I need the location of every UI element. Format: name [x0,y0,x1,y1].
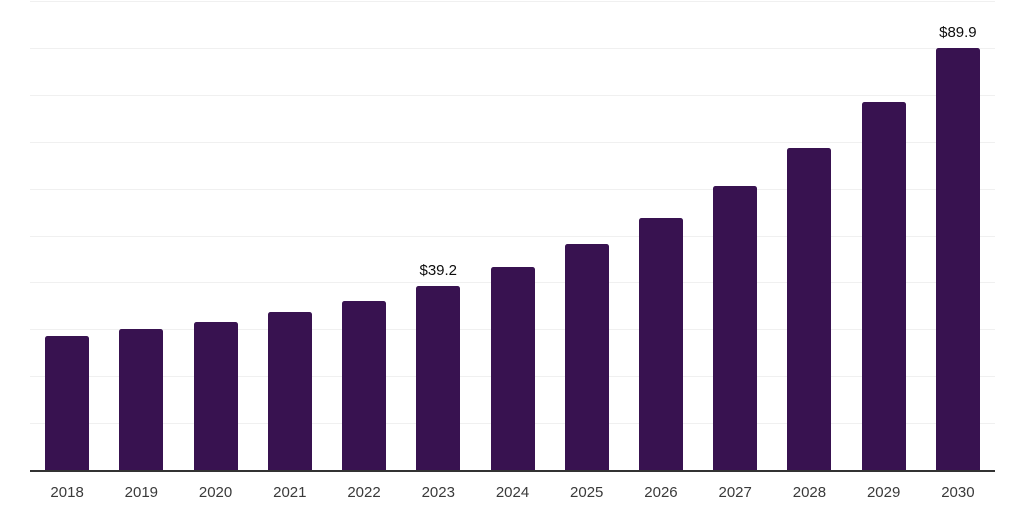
x-tick-label-2023: 2023 [421,484,455,501]
bar-2019 [119,328,164,470]
x-tick-label-2021: 2021 [273,484,307,501]
x-tick-label-2025: 2025 [570,484,604,501]
x-tick-label-2030: 2030 [941,484,975,501]
bar-2030 [935,48,980,470]
gridline [30,1,995,2]
x-tick-label-2028: 2028 [792,484,827,501]
x-tick-label-2026: 2026 [644,484,678,501]
gridline [30,47,995,49]
bar-value-label-2030: $89.9 [939,24,977,42]
gridline [30,188,995,190]
bar-2022 [342,301,387,470]
x-tick-label-2029: 2029 [866,484,901,501]
bar-2021 [267,311,312,470]
bar-2024 [490,267,535,470]
bar-2026 [638,218,683,470]
bar-2020 [193,322,238,470]
x-tick-label-2019: 2019 [124,484,159,501]
bar-value-label-2023: $39.2 [419,262,458,280]
bar-2025 [564,244,609,470]
gridline [30,94,995,96]
bar-2027 [713,186,758,470]
bar-2028 [787,148,832,470]
x-tick-label-2020: 2020 [198,484,233,501]
x-tick-label-2024: 2024 [495,484,530,501]
x-axis: 2018 2019 2020 2021 2022 2023 2024 2025 2026 2027… [30,472,995,512]
bar-2029 [861,102,906,470]
x-tick-label-2022: 2022 [347,484,381,501]
bar-2023 [416,286,461,470]
gridline [30,141,995,143]
bar-2018 [45,336,90,470]
plot-area: $39.2 $89.9 [30,1,995,472]
x-tick-label-2027: 2027 [718,484,752,501]
x-tick-label-2018: 2018 [50,484,84,501]
gridline [30,235,995,237]
